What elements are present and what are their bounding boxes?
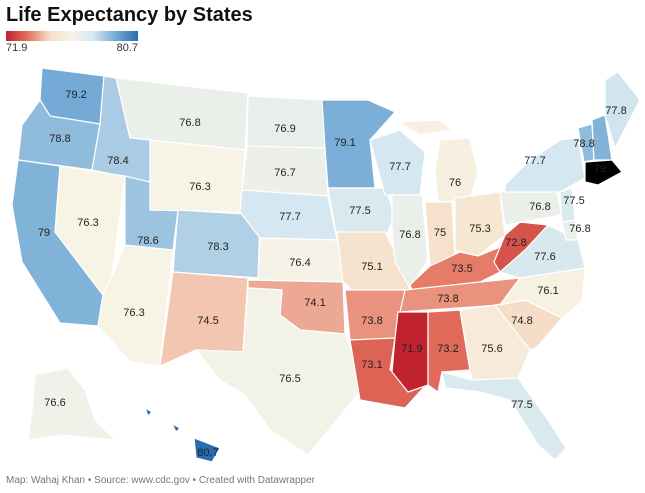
state-massachusetts-rhode-island-connecticut[interactable] bbox=[584, 159, 623, 186]
state-value-label-ia: 77.5 bbox=[349, 205, 370, 217]
state-value-label-ks: 76.4 bbox=[289, 257, 310, 269]
us-choropleth-map: 79.2 78.8 79 78.4 76.3 76.3 76.8 76.3 78.6 78.3 74… bbox=[11, 67, 641, 463]
state-value-label-ny: 77.7 bbox=[524, 155, 545, 167]
state-value-label-ms: 71.9 bbox=[401, 343, 422, 355]
state-value-label-ut: 78.6 bbox=[137, 235, 158, 247]
state-value-label-la: 73.1 bbox=[361, 359, 382, 371]
state-value-label-id: 78.4 bbox=[107, 155, 128, 167]
state-value-label-wv: 72.8 bbox=[505, 237, 526, 249]
state-value-label-il: 76.8 bbox=[399, 229, 420, 241]
map-title: Life Expectancy by States bbox=[6, 4, 253, 26]
state-value-label-vt: 78.8 bbox=[573, 138, 594, 150]
state-value-label-va: 77.6 bbox=[534, 251, 555, 263]
state-value-label-ar: 73.8 bbox=[361, 315, 382, 327]
state-value-label-al: 73.2 bbox=[437, 343, 458, 355]
state-value-label-oh: 75.3 bbox=[469, 223, 490, 235]
state-value-label-mn: 79.1 bbox=[334, 137, 355, 149]
state-wisconsin[interactable] bbox=[369, 129, 426, 196]
state-maine[interactable] bbox=[604, 71, 641, 150]
state-value-label-nm: 74.5 bbox=[197, 315, 218, 327]
map-footer: Map: Wahaj Khan • Source: www.cdc.gov • … bbox=[6, 475, 315, 486]
state-minnesota[interactable] bbox=[321, 99, 396, 189]
color-legend: 71.9 80.7 bbox=[6, 31, 138, 54]
state-value-label-tx: 76.5 bbox=[279, 373, 300, 385]
state-value-label-mi: 76 bbox=[449, 177, 461, 189]
state-value-label-ga: 75.6 bbox=[481, 343, 502, 355]
state-value-label-nd: 76.9 bbox=[274, 123, 295, 135]
state-value-label-pa: 76.8 bbox=[529, 201, 550, 213]
state-value-label-nj: 77.5 bbox=[563, 195, 584, 207]
state-value-label-me: 77.8 bbox=[605, 105, 626, 117]
state-iowa[interactable] bbox=[327, 187, 396, 239]
state-value-label-sc: 74.8 bbox=[511, 315, 532, 327]
state-value-label-fl: 77.5 bbox=[511, 399, 532, 411]
legend-max-label: 80.7 bbox=[116, 42, 138, 54]
state-value-label-de: 76.8 bbox=[569, 223, 590, 235]
state-value-label-mo: 75.1 bbox=[361, 261, 382, 273]
state-value-label-in: 75 bbox=[434, 227, 446, 239]
state-value-label-sd: 76.7 bbox=[274, 167, 295, 179]
state-texas[interactable] bbox=[194, 287, 361, 456]
state-value-label-or: 78.8 bbox=[49, 133, 70, 145]
state-illinois[interactable] bbox=[391, 194, 429, 290]
state-value-label-ne: 77.7 bbox=[279, 211, 300, 223]
state-wyoming[interactable] bbox=[149, 139, 246, 213]
state-ohio[interactable] bbox=[454, 191, 506, 257]
state-value-label-wa: 79.2 bbox=[65, 89, 86, 101]
state-value-label-nh: 79 bbox=[594, 163, 606, 175]
legend-min-label: 71.9 bbox=[6, 42, 28, 54]
state-north-dakota[interactable] bbox=[246, 95, 326, 149]
state-hawaii[interactable] bbox=[143, 406, 221, 463]
state-value-label-wy: 76.3 bbox=[189, 181, 210, 193]
state-value-label-ca: 79 bbox=[38, 227, 50, 239]
state-value-label-ok: 74.1 bbox=[304, 297, 325, 309]
state-value-label-ak: 76.6 bbox=[44, 397, 65, 409]
legend-gradient-bar bbox=[6, 31, 138, 41]
state-florida[interactable] bbox=[441, 371, 567, 461]
state-value-label-az: 76.3 bbox=[123, 307, 144, 319]
state-delaware[interactable] bbox=[561, 219, 579, 241]
state-new-york[interactable] bbox=[504, 137, 586, 193]
state-value-label-tn: 73.8 bbox=[437, 293, 458, 305]
state-value-label-nv: 76.3 bbox=[77, 217, 98, 229]
state-value-label-ky: 73.5 bbox=[451, 263, 472, 275]
state-value-label-mt: 76.8 bbox=[179, 117, 200, 129]
state-value-label-wi: 77.7 bbox=[389, 161, 410, 173]
state-alaska[interactable] bbox=[27, 367, 117, 441]
state-value-label-nc: 76.1 bbox=[537, 285, 558, 297]
state-value-label-co: 78.3 bbox=[207, 241, 228, 253]
state-value-label-hi: 80.7 bbox=[197, 447, 218, 459]
